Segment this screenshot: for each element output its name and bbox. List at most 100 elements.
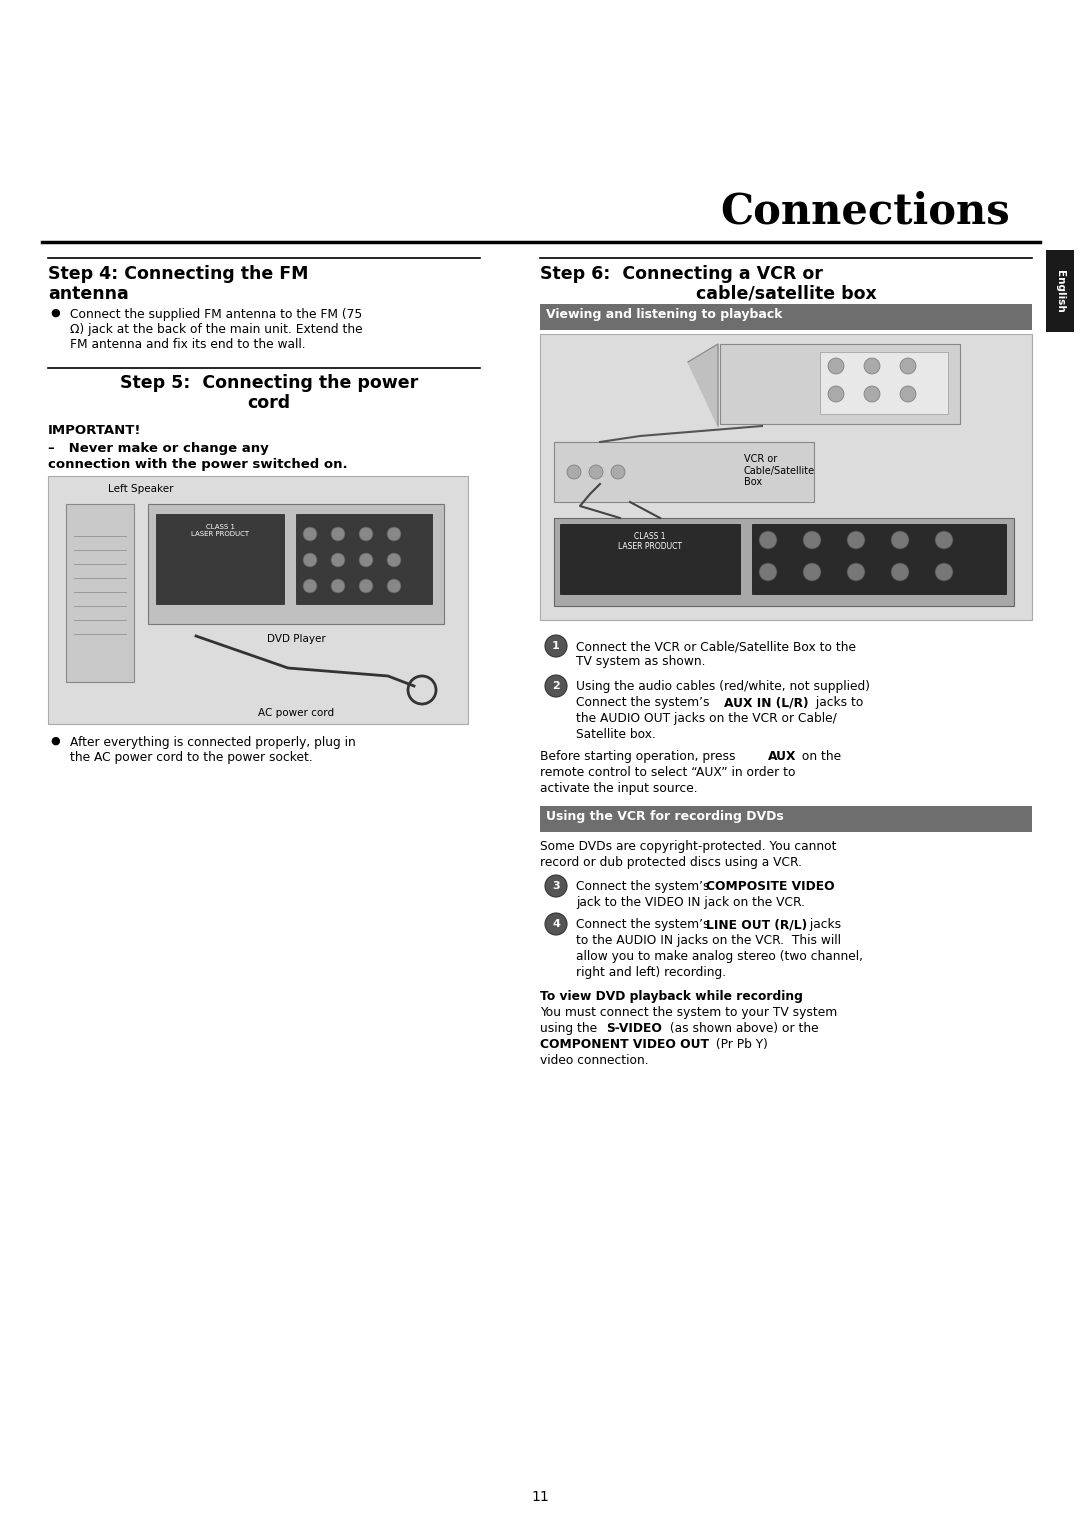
Text: VCR or
Cable/Satellite
Box: VCR or Cable/Satellite Box [744, 454, 815, 487]
Circle shape [303, 527, 318, 541]
Text: activate the input source.: activate the input source. [540, 782, 698, 795]
FancyBboxPatch shape [156, 513, 284, 604]
Circle shape [330, 527, 345, 541]
Circle shape [545, 876, 567, 897]
Text: antenna: antenna [48, 286, 129, 303]
Text: 1: 1 [552, 642, 559, 651]
Text: (Pr Pb Y): (Pr Pb Y) [712, 1038, 768, 1051]
FancyBboxPatch shape [540, 805, 1032, 833]
FancyBboxPatch shape [148, 504, 444, 623]
Text: –   Never make or change any: – Never make or change any [48, 442, 269, 455]
Circle shape [567, 465, 581, 478]
Circle shape [804, 532, 821, 549]
Circle shape [359, 553, 373, 567]
FancyBboxPatch shape [540, 335, 1032, 620]
Text: cord: cord [247, 394, 291, 413]
Text: record or dub protected discs using a VCR.: record or dub protected discs using a VC… [540, 856, 802, 869]
Circle shape [828, 358, 843, 374]
Text: ●: ● [50, 736, 59, 746]
Text: jacks to: jacks to [812, 695, 863, 709]
Text: CLASS 1
LASER PRODUCT: CLASS 1 LASER PRODUCT [618, 532, 681, 552]
Text: COMPOSITE VIDEO: COMPOSITE VIDEO [706, 880, 835, 892]
Text: AUX IN (L/R): AUX IN (L/R) [724, 695, 809, 709]
Text: ●: ● [50, 309, 59, 318]
Circle shape [359, 579, 373, 593]
Circle shape [847, 532, 865, 549]
Text: IMPORTANT!: IMPORTANT! [48, 423, 141, 437]
Text: right and left) recording.: right and left) recording. [576, 966, 726, 979]
FancyBboxPatch shape [554, 518, 1014, 607]
Circle shape [611, 465, 625, 478]
Text: 4: 4 [552, 918, 559, 929]
Circle shape [900, 358, 916, 374]
Circle shape [387, 527, 401, 541]
Text: Connect the system’s: Connect the system’s [576, 918, 714, 931]
Text: Using the audio cables (red/white, not supplied): Using the audio cables (red/white, not s… [576, 680, 870, 694]
Circle shape [303, 579, 318, 593]
Text: 3: 3 [552, 882, 559, 891]
Circle shape [330, 579, 345, 593]
Text: AC power cord: AC power cord [258, 707, 334, 718]
Text: English: English [1055, 269, 1065, 312]
Text: You must connect the system to your TV system: You must connect the system to your TV s… [540, 1005, 837, 1019]
Text: Step 5:  Connecting the power: Step 5: Connecting the power [120, 374, 418, 393]
Text: CLASS 1
LASER PRODUCT: CLASS 1 LASER PRODUCT [191, 524, 249, 536]
Text: Left Speaker: Left Speaker [108, 484, 174, 494]
Circle shape [935, 562, 953, 581]
Text: connection with the power switched on.: connection with the power switched on. [48, 458, 348, 471]
Text: LINE OUT (R/L): LINE OUT (R/L) [706, 918, 807, 931]
Circle shape [804, 562, 821, 581]
Circle shape [359, 527, 373, 541]
Text: the AUDIO OUT jacks on the VCR or Cable/: the AUDIO OUT jacks on the VCR or Cable/ [576, 712, 837, 724]
Circle shape [891, 532, 909, 549]
Circle shape [847, 562, 865, 581]
Text: video connection.: video connection. [540, 1054, 649, 1067]
FancyBboxPatch shape [1047, 251, 1074, 332]
Text: S-VIDEO: S-VIDEO [606, 1022, 662, 1034]
Text: Connections: Connections [720, 189, 1010, 232]
Circle shape [900, 387, 916, 402]
Text: Connect the system’s: Connect the system’s [576, 880, 714, 892]
Text: Step 4: Connecting the FM: Step 4: Connecting the FM [48, 264, 309, 283]
Text: Satellite box.: Satellite box. [576, 727, 656, 741]
FancyBboxPatch shape [554, 442, 814, 503]
Circle shape [545, 914, 567, 935]
Text: allow you to make analog stereo (two channel,: allow you to make analog stereo (two cha… [576, 950, 863, 963]
Text: remote control to select “AUX” in order to: remote control to select “AUX” in order … [540, 766, 796, 779]
Circle shape [828, 387, 843, 402]
Circle shape [330, 553, 345, 567]
Text: Connect the supplied FM antenna to the FM (75
Ω) jack at the back of the main un: Connect the supplied FM antenna to the F… [70, 309, 363, 351]
Circle shape [387, 579, 401, 593]
FancyBboxPatch shape [752, 524, 1005, 594]
Circle shape [891, 562, 909, 581]
FancyBboxPatch shape [720, 344, 960, 423]
Circle shape [545, 675, 567, 697]
Circle shape [387, 553, 401, 567]
Text: Using the VCR for recording DVDs: Using the VCR for recording DVDs [546, 810, 784, 824]
FancyBboxPatch shape [540, 304, 1032, 330]
Text: Step 6:  Connecting a VCR or: Step 6: Connecting a VCR or [540, 264, 823, 283]
Text: DVD Player: DVD Player [267, 634, 325, 643]
Text: 11: 11 [531, 1490, 549, 1504]
Text: Viewing and listening to playback: Viewing and listening to playback [546, 309, 783, 321]
Circle shape [759, 532, 777, 549]
FancyBboxPatch shape [66, 504, 134, 681]
Text: Connect the VCR or Cable/Satellite Box to the
TV system as shown.: Connect the VCR or Cable/Satellite Box t… [576, 640, 856, 668]
Text: COMPONENT VIDEO OUT: COMPONENT VIDEO OUT [540, 1038, 708, 1051]
FancyBboxPatch shape [820, 351, 948, 414]
Text: To view DVD playback while recording: To view DVD playback while recording [540, 990, 802, 1002]
Text: Connect the system’s: Connect the system’s [576, 695, 714, 709]
Text: jack to the VIDEO IN jack on the VCR.: jack to the VIDEO IN jack on the VCR. [576, 895, 805, 909]
Circle shape [589, 465, 603, 478]
Text: AUX: AUX [768, 750, 797, 762]
FancyBboxPatch shape [48, 477, 468, 724]
Circle shape [864, 387, 880, 402]
FancyBboxPatch shape [296, 513, 432, 604]
Text: to the AUDIO IN jacks on the VCR.  This will: to the AUDIO IN jacks on the VCR. This w… [576, 934, 841, 947]
Circle shape [935, 532, 953, 549]
Circle shape [759, 562, 777, 581]
Circle shape [545, 636, 567, 657]
Circle shape [864, 358, 880, 374]
Text: Before starting operation, press: Before starting operation, press [540, 750, 740, 762]
Polygon shape [688, 344, 718, 426]
